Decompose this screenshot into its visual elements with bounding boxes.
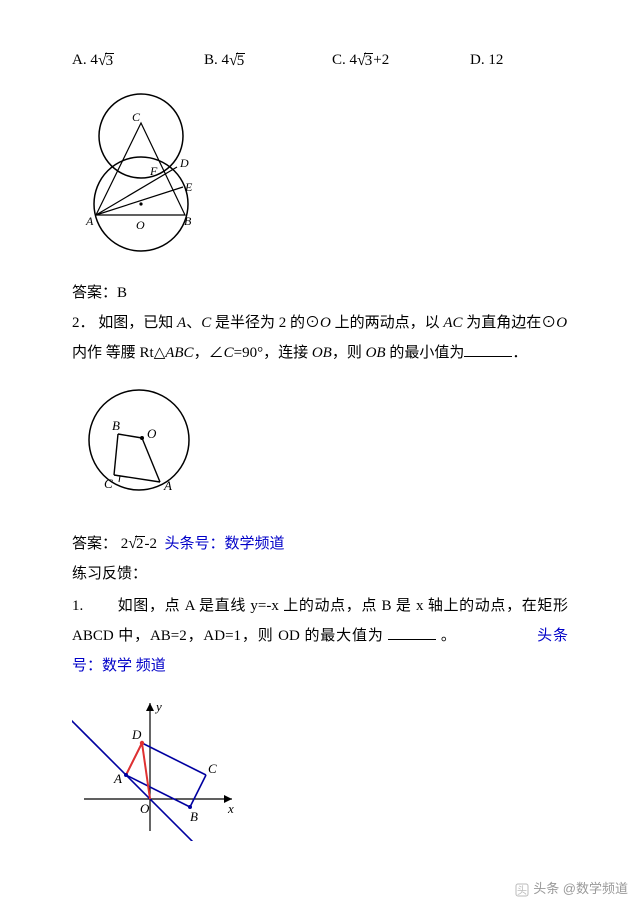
svg-text:B: B	[190, 809, 198, 824]
answer2-suffix: -2	[145, 536, 158, 552]
opt-d-val: 12	[488, 52, 503, 69]
answer1-val: B	[117, 285, 127, 301]
q2-num: 2．	[72, 315, 95, 331]
option-b: B. 4 √5	[204, 52, 332, 69]
watermark-text: 头条 @数学频道	[533, 881, 628, 896]
figure-3: y x D C A O B	[72, 691, 568, 846]
q2-C: C	[201, 315, 211, 331]
svg-text:E: E	[184, 180, 193, 194]
figure-1: C D E F A O B	[72, 87, 568, 264]
q2-t6: 等腰 Rt△	[106, 345, 165, 361]
q2-t7: ，∠	[194, 345, 224, 361]
opt-b-coef: 4	[222, 52, 230, 69]
answer2-label: 答案：	[72, 536, 117, 552]
opt-c-suffix: +2	[373, 52, 389, 69]
svg-text:D: D	[131, 727, 142, 742]
opt-c-coef: 4	[350, 52, 358, 69]
q2-blank	[464, 342, 512, 357]
opt-c-rad: 3	[364, 53, 374, 69]
p1-l2b: 。	[441, 628, 457, 644]
q2-OB2: OB	[366, 345, 386, 361]
svg-text:C: C	[104, 476, 113, 491]
answer-options: A. 4 √3 B. 4 √5 C. 4 √3 +2 D. 12	[72, 52, 568, 69]
opt-c-label: C.	[332, 52, 346, 69]
p1-l1: 如图，点 A 是直线 y=-x 上的动点，点 B 是 x 轴上的动点，在矩形	[118, 598, 568, 614]
q2-t11: ．	[512, 345, 527, 361]
q2-ABC: ABC	[165, 345, 193, 361]
opt-b-rad: 5	[236, 53, 246, 69]
q2-t1: 如图，已知	[98, 315, 173, 331]
svg-text:头: 头	[517, 885, 527, 897]
q2-O: O	[320, 315, 331, 331]
opt-b-label: B.	[204, 52, 218, 69]
q2-O2: O	[556, 315, 567, 331]
svg-text:A: A	[163, 478, 172, 493]
option-a: A. 4 √3	[72, 52, 204, 69]
p1-blank	[388, 625, 436, 640]
answer-1: 答案：B	[72, 278, 568, 308]
svg-text:C: C	[208, 761, 217, 776]
svg-text:y: y	[154, 699, 162, 714]
option-d: D. 12	[470, 52, 503, 69]
p1-num: 1.	[72, 598, 83, 614]
svg-text:B: B	[184, 214, 192, 228]
option-c: C. 4 √3 +2	[332, 52, 470, 69]
svg-text:A: A	[85, 214, 94, 228]
opt-a-coef: 4	[90, 52, 98, 69]
q2-sep: 、	[186, 315, 201, 331]
opt-a-label: A.	[72, 52, 87, 69]
q2-t3: 上的两动点，以	[335, 315, 440, 331]
q2-t10: 的最小值为	[389, 345, 464, 361]
q2-AC: AC	[443, 315, 462, 331]
q2-t4: 为直角边在⊙	[466, 315, 556, 331]
q2-t8: =90°，连接	[234, 345, 308, 361]
answer1-label: 答案：	[72, 285, 117, 301]
watermark-icon: 头	[515, 883, 529, 897]
svg-text:A: A	[113, 771, 122, 786]
svg-text:D: D	[179, 156, 189, 170]
credit-2b: 频道	[136, 658, 166, 674]
credit-1: 头条号：数学频道	[165, 536, 285, 552]
q2-Cang: C	[224, 345, 234, 361]
opt-d-label: D.	[470, 52, 485, 69]
opt-a-rad: 3	[105, 53, 115, 69]
figure-2: B O C A	[72, 380, 568, 515]
q2-t5: 内作	[72, 345, 102, 361]
svg-text:x: x	[227, 801, 234, 816]
q2-t9: ，则	[332, 345, 362, 361]
svg-text:B: B	[112, 418, 120, 433]
p1-l2a: ABCD 中，AB=2，AD=1，则 OD 的最大值为	[72, 628, 384, 644]
question-2: 2． 如图，已知 A、C 是半径为 2 的⊙O 上的两动点，以 AC 为直角边在…	[72, 308, 568, 368]
q2-A: A	[177, 315, 186, 331]
answer2-coef: 2	[121, 536, 129, 552]
q2-t2: 是半径为 2 的⊙	[215, 315, 320, 331]
svg-text:O: O	[136, 218, 145, 232]
practice-1: 1. 如图，点 A 是直线 y=-x 上的动点，点 B 是 x 轴上的动点，在矩…	[72, 591, 568, 681]
practice-label: 练习反馈：	[72, 559, 568, 589]
svg-text:C: C	[132, 110, 141, 124]
svg-text:O: O	[147, 426, 157, 441]
answer-2: 答案： 2√2-2 头条号：数学频道	[72, 529, 568, 559]
q2-OB: OB	[312, 345, 332, 361]
svg-text:F: F	[149, 164, 158, 178]
svg-text:O: O	[140, 801, 150, 816]
answer2-rad: 2	[135, 536, 145, 552]
watermark: 头 头条 @数学频道	[515, 878, 628, 897]
